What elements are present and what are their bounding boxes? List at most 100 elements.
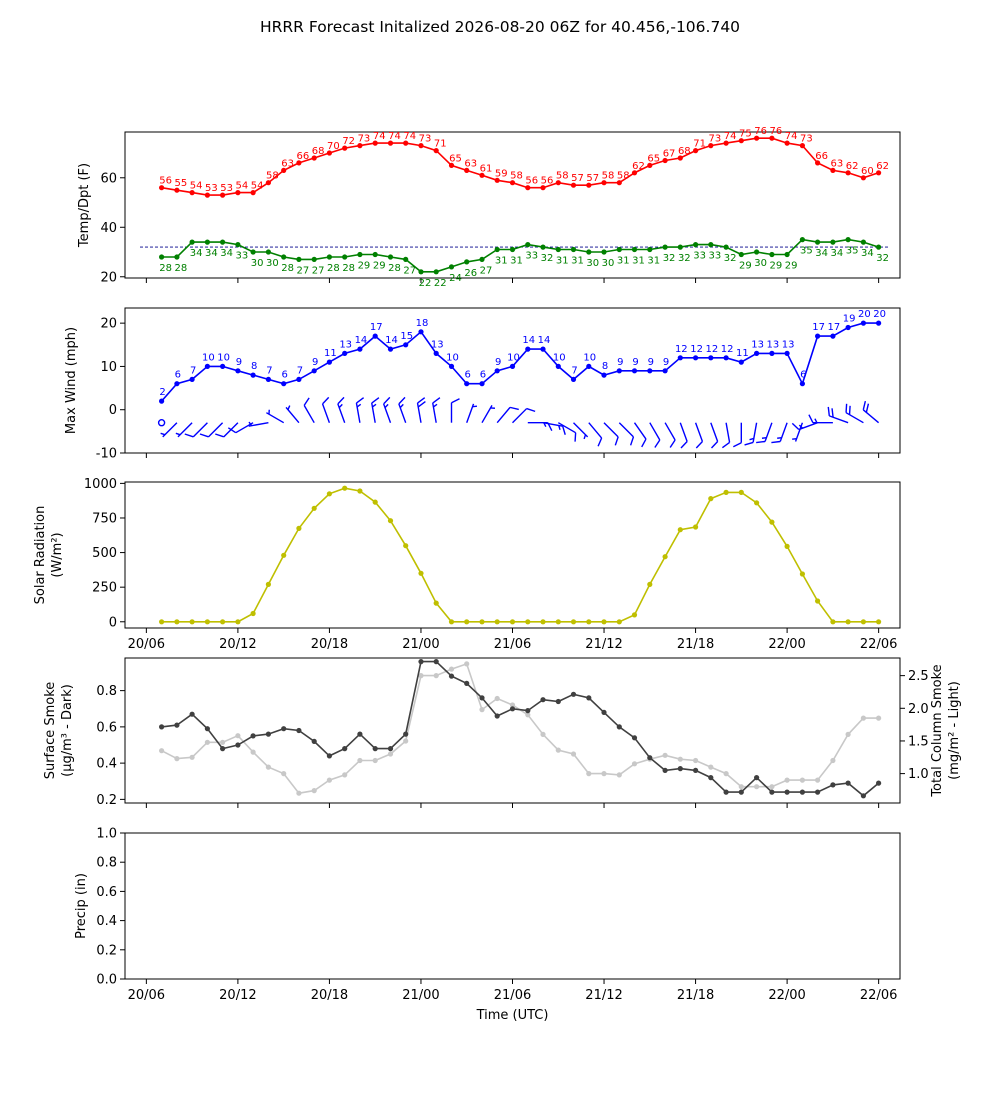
wind-barb <box>355 397 365 423</box>
wind-data-label: 14 <box>385 335 398 346</box>
wind-point <box>464 381 470 387</box>
temp-point <box>174 187 180 193</box>
wind-barb-flag <box>710 441 719 449</box>
wind-barb-flag <box>398 396 406 405</box>
dewpoint-point <box>845 237 851 243</box>
solar-panel-x-tick-label: 20/18 <box>311 637 348 652</box>
wind-barb-half-flag <box>433 403 438 408</box>
temp-data-label: 54 <box>236 181 249 192</box>
dewpoint-point <box>418 269 424 275</box>
dewpoint-data-label: 28 <box>159 263 172 274</box>
dewpoint-point <box>723 244 729 250</box>
wind-barb-half-flag <box>558 425 561 430</box>
solar-point <box>220 619 226 625</box>
surface-smoke-point <box>845 780 851 786</box>
wind-barb-shaft <box>285 406 300 424</box>
wind-barb-shaft <box>398 403 407 423</box>
wind-data-label: 13 <box>766 339 779 350</box>
smoke-panel-y-right-tick-label: 1.5 <box>908 734 929 749</box>
temp-point <box>693 148 699 154</box>
dewpoint-data-label: 32 <box>724 253 737 264</box>
dewpoint-data-label: 29 <box>373 260 386 271</box>
wind-barb <box>383 396 392 423</box>
surface-smoke-point <box>555 698 561 705</box>
solar-point <box>723 489 729 495</box>
wind-barb-half-flag <box>749 437 755 441</box>
wind-barb-shaft <box>664 422 676 441</box>
wind-panel-y-tick-label: 0 <box>109 403 117 418</box>
column-smoke-point <box>769 784 775 790</box>
temp-data-label: 54 <box>251 181 264 192</box>
column-smoke-line <box>161 662 879 795</box>
wind-barb <box>756 422 773 444</box>
wind-barb-shaft <box>845 412 864 424</box>
solar-point <box>769 519 775 525</box>
precip-panel-y-label: Precip (in) <box>74 873 89 939</box>
surface-smoke-point <box>387 746 394 752</box>
wind-barb-flag <box>680 441 688 449</box>
dewpoint-point <box>754 249 760 255</box>
dewpoint-data-label: 30 <box>251 258 264 269</box>
solar-panel-y-tick-label: 250 <box>92 581 117 596</box>
wind-data-label: 10 <box>553 352 566 363</box>
dewpoint-point <box>281 254 287 260</box>
dewpoint-data-label: 33 <box>693 251 706 262</box>
surface-smoke-point <box>799 789 806 795</box>
wind-barb-flag <box>641 438 647 448</box>
temp-point <box>723 140 729 146</box>
surface-smoke-point <box>662 767 668 774</box>
dewpoint-point <box>265 249 271 255</box>
column-smoke-point <box>555 747 561 753</box>
wind-barb-shaft <box>496 406 511 424</box>
wind-barb-shaft <box>466 403 475 423</box>
wind-data-label: 10 <box>446 352 459 363</box>
wind-barb <box>808 414 833 424</box>
wind-data-label: 9 <box>312 357 318 368</box>
solar-point <box>509 619 516 625</box>
dewpoint-point <box>555 246 561 253</box>
wind-point <box>372 333 378 339</box>
wind-barb <box>827 406 849 424</box>
wind-barb <box>633 422 647 448</box>
solar-point <box>616 619 622 625</box>
dewpoint-point <box>784 251 790 258</box>
wind-barb <box>157 419 166 427</box>
dewpoint-point <box>220 239 226 245</box>
wind-data-label: 20 <box>858 309 871 320</box>
solar-point <box>693 524 699 530</box>
wind-point <box>677 355 683 361</box>
wind-data-label: 10 <box>217 352 230 363</box>
wind-data-label: 9 <box>663 357 669 368</box>
dewpoint-point <box>662 244 668 250</box>
surface-smoke-point <box>631 735 638 741</box>
dewpoint-point <box>693 242 699 248</box>
wind-data-label: 9 <box>495 357 501 368</box>
wind-point <box>754 350 760 356</box>
wind-data-label: 13 <box>782 339 795 350</box>
wind-data-label: 9 <box>632 357 638 368</box>
wind-barb <box>303 397 315 424</box>
surface-smoke-point <box>494 713 500 719</box>
temp-point <box>708 143 714 149</box>
wind-barb-half-flag <box>761 437 767 439</box>
temp-data-label: 61 <box>480 163 493 174</box>
wind-barb-shaft <box>588 422 603 439</box>
dewpoint-point <box>616 246 622 253</box>
wind-barb-flag <box>597 437 603 447</box>
wind-barb-half-flag <box>268 409 270 415</box>
wind-barb <box>542 422 566 435</box>
wind-barb-half-flag <box>583 434 587 440</box>
dewpoint-point <box>540 244 546 250</box>
wind-barb-flag <box>756 440 766 444</box>
temp-data-label: 74 <box>388 131 401 142</box>
surface-smoke-point <box>754 775 760 781</box>
wind-barb-flag <box>432 397 441 404</box>
temp-point <box>601 180 607 186</box>
column-smoke-point <box>509 702 516 708</box>
solar-panel-x-tick-label: 22/00 <box>768 637 805 652</box>
surface-smoke-point <box>250 733 256 739</box>
column-smoke-point <box>174 756 180 762</box>
wind-point <box>525 346 531 352</box>
wind-barb-shaft <box>207 422 224 438</box>
dewpoint-data-label: 31 <box>617 256 630 267</box>
